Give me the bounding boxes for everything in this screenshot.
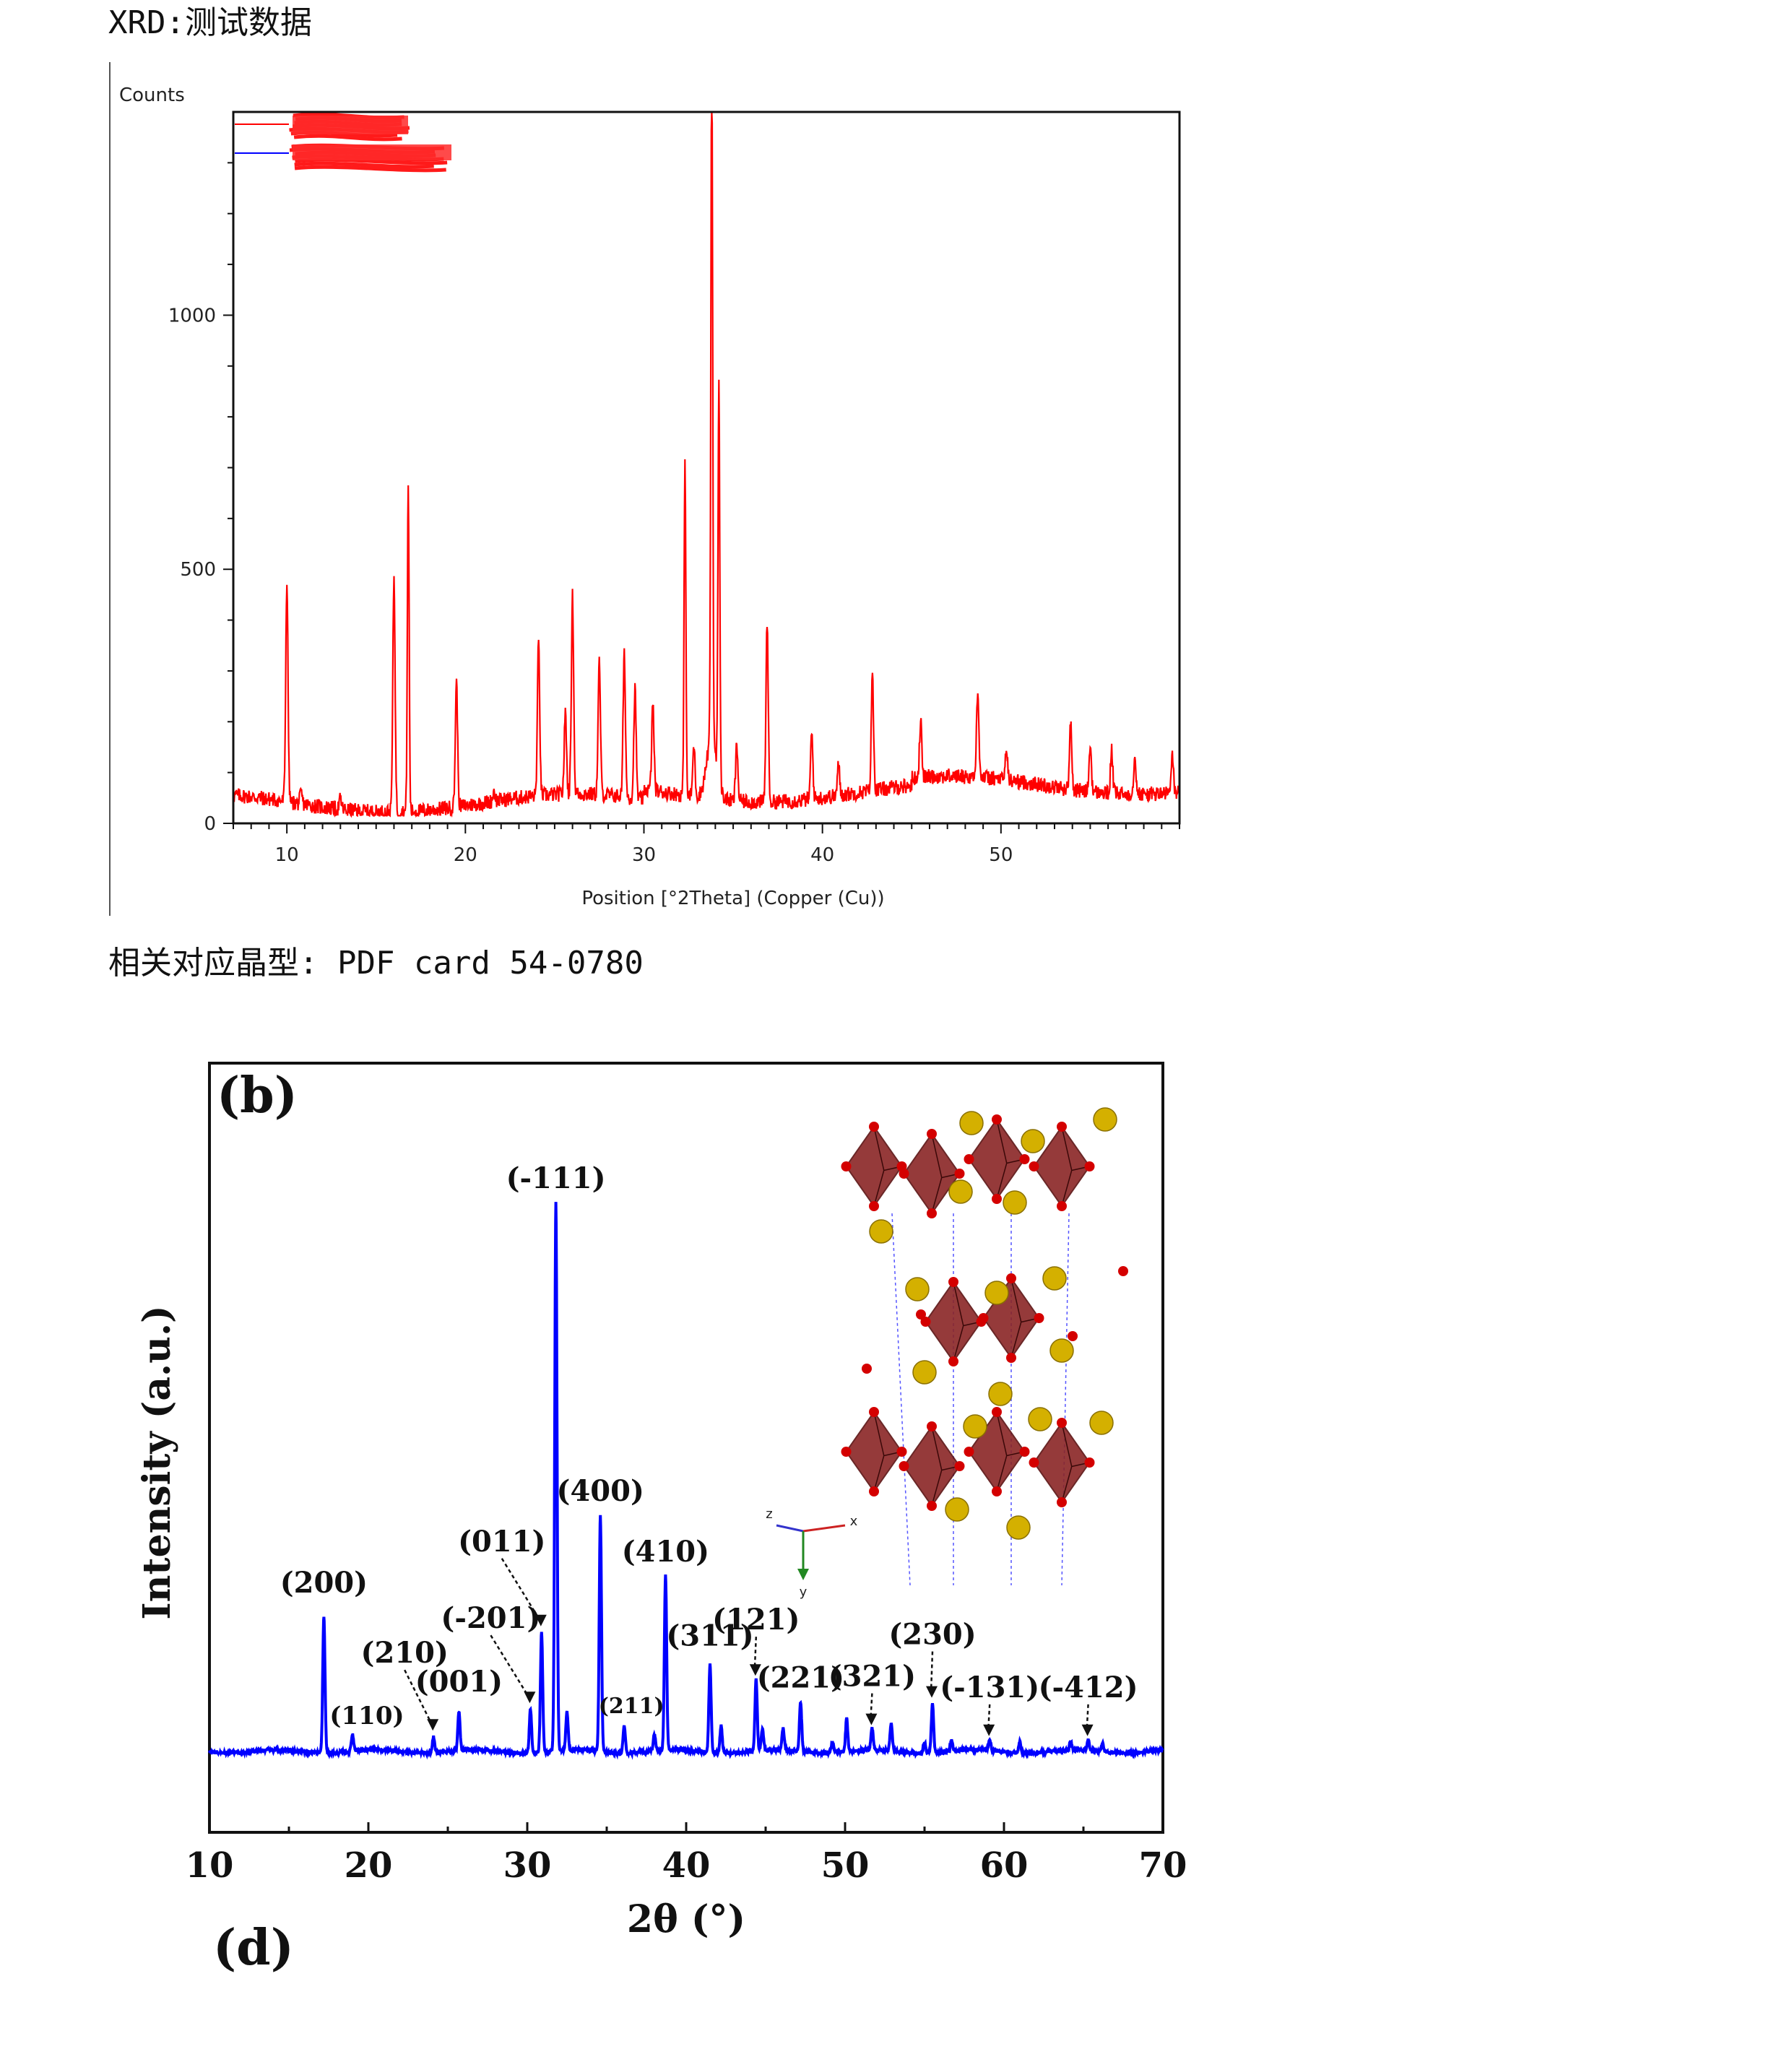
peak-label: (-111) — [506, 1161, 606, 1195]
arrow-head — [524, 1691, 536, 1704]
document-heading-xrd: XRD:测试数据 — [108, 4, 312, 41]
x-tick-label: 10 — [186, 1845, 234, 1886]
x-tick-label: 40 — [810, 844, 834, 866]
peak-label: (210) — [361, 1636, 449, 1670]
arrow-head — [983, 1724, 995, 1736]
xrd-series-line — [232, 111, 1181, 818]
peak-label: (230) — [888, 1618, 976, 1652]
peak-label: (211) — [599, 1694, 665, 1719]
crystal-structure-inset: z x y — [766, 1107, 1128, 1600]
arrow-head — [865, 1713, 878, 1725]
peak-point — [407, 477, 410, 480]
arrow-head — [926, 1686, 938, 1698]
x-axis-label: Position [°2Theta] (Copper (Cu)) — [581, 888, 884, 909]
peak-label: (311) — [666, 1619, 753, 1652]
y-tick-label: 500 — [180, 559, 216, 581]
document-heading-pdf-card: 相关对应晶型: PDF card 54-0780 — [108, 945, 644, 982]
peak-label: (-131) — [940, 1671, 1039, 1704]
peak-label: (321) — [828, 1660, 916, 1694]
x-tick-label: 20 — [345, 1845, 393, 1886]
x-axis-label: 2θ (°) — [627, 1897, 745, 1941]
peak-label: (121) — [712, 1603, 800, 1637]
peak-point — [322, 1613, 325, 1616]
redacted-legend-text — [289, 112, 451, 173]
peak-point — [392, 568, 395, 571]
peak-arrow — [930, 1651, 934, 1692]
peak-label: (400) — [557, 1474, 644, 1508]
peak-arrow — [490, 1634, 530, 1698]
y-tick-label: 1000 — [168, 305, 216, 326]
arrow-head — [427, 1719, 439, 1731]
peak-label: (011) — [458, 1525, 545, 1559]
peak-label: (221) — [757, 1661, 844, 1695]
x-tick-label: 30 — [503, 1845, 552, 1886]
panel-label-d: (d) — [213, 1919, 294, 1977]
peak-arrow — [501, 1558, 541, 1621]
inset-axis-label: z — [766, 1507, 772, 1522]
arrow-head — [749, 1664, 761, 1676]
arrow-head — [1081, 1724, 1094, 1736]
arrow-head — [534, 1614, 547, 1626]
peak-label: (001) — [415, 1665, 503, 1699]
xrd-reference-chart: (b) (d) 2θ (°) Intensity (a.u.) 10 20 30 40… — [135, 1062, 1187, 1977]
peak-point — [540, 1629, 543, 1632]
peak-label: (410) — [622, 1535, 709, 1569]
peak-label: (200) — [280, 1566, 368, 1600]
x-tick-label: 20 — [454, 844, 477, 866]
peak-label: (-201) — [441, 1601, 540, 1635]
xrd-measured-chart: Counts Position [°2Theta] (Copper (Cu)) … — [109, 62, 1181, 916]
plot-frame — [232, 111, 1181, 825]
x-tick-label: 70 — [1139, 1845, 1187, 1886]
x-tick-label: 60 — [980, 1845, 1029, 1886]
peak-label: (-412) — [1039, 1671, 1138, 1704]
panel-label-b: (b) — [217, 1067, 298, 1125]
legend — [235, 112, 451, 173]
x-tick-label: 40 — [662, 1845, 711, 1886]
peak-point — [766, 624, 769, 627]
x-tick-label: 30 — [632, 844, 656, 866]
xrd-reference-series-line — [208, 1202, 1164, 1760]
inset-axis-label: x — [850, 1514, 858, 1529]
inset-axis-label: y — [800, 1585, 808, 1600]
peak-point — [623, 1723, 626, 1725]
y-axis-label: Counts — [119, 85, 185, 106]
x-tick-label: 50 — [989, 844, 1013, 866]
y-axis-label: Intensity (a.u.) — [135, 1305, 179, 1619]
x-tick-label: 50 — [821, 1845, 870, 1886]
x-tick-label: 10 — [275, 844, 299, 866]
y-tick-label: 0 — [204, 813, 216, 835]
peak-label: (110) — [329, 1702, 404, 1730]
